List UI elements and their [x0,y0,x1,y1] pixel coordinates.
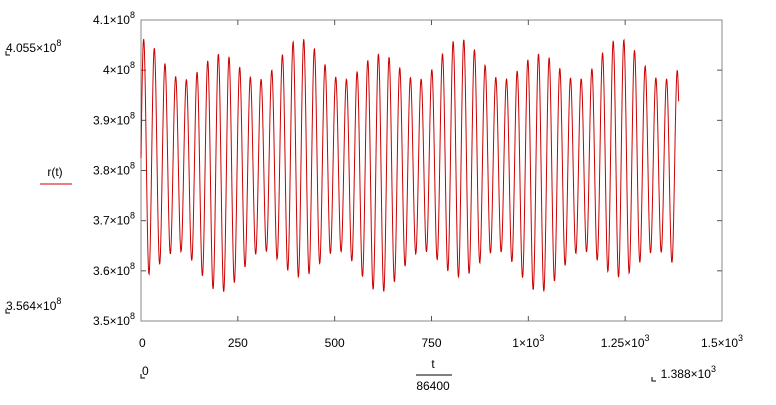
x-tick-label: 1×103 [512,333,544,350]
y-min-readout-bracket [5,309,10,314]
y-max-readout-bracket [5,51,10,56]
y-tick-label: 4.1×108 [93,10,135,27]
y-data-limits: 4.055×108 3.564×108 [5,38,61,314]
x-min-readout: 0 [142,364,149,378]
x-max-readout-bracket [651,377,656,382]
y-tick-label: 3.8×108 [93,161,135,178]
x-axis-label-denominator: 86400 [416,379,450,393]
x-tick-label: 500 [325,336,345,350]
x-axis-label-numerator: t [431,357,435,371]
x-min-readout-bracket [140,374,145,379]
y-max-readout: 4.055×108 [6,38,61,55]
x-tick-label: 750 [421,336,441,350]
y-axis-label-text: r(t) [47,165,62,179]
x-max-readout: 1.388×103 [661,364,716,381]
x-tick-label: 250 [228,336,248,350]
y-tick-label: 3.7×108 [93,211,135,228]
x-tick-label: 1.25×103 [601,333,650,350]
y-tick-label: 3.9×108 [93,110,135,127]
x-axis-label: t 86400 [416,357,452,393]
series-line-r [140,38,680,292]
y-tick-labels: 3.5×108 3.6×108 3.7×108 3.8×108 3.9×108 4×108… [93,10,135,328]
y-tick-label: 3.6×108 [93,261,135,278]
axis-tick-marks [141,20,722,321]
x-tick-labels: 0 250 500 750 1×103 1.25×103 1.5×103 [139,333,743,350]
y-min-readout: 3.564×108 [6,296,61,313]
x-tick-label: 1.5×103 [701,333,743,350]
x-tick-label: 0 [139,336,146,350]
y-tick-label: 3.5×108 [93,311,135,328]
x-data-limits: 0 1.388×103 [140,364,716,382]
y-axis-label: r(t) [40,165,72,185]
y-tick-label: 4×108 [103,60,135,77]
